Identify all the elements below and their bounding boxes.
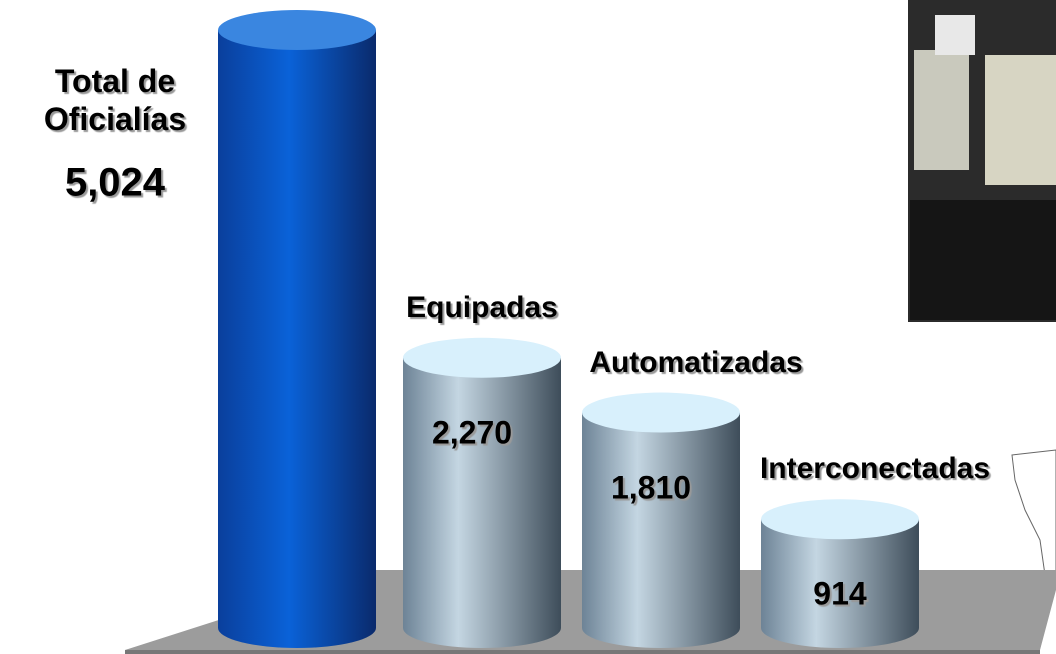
category-label: Interconectadas: [759, 452, 991, 486]
floor-edge: [125, 650, 1040, 654]
category-label: Equipadas: [406, 290, 558, 324]
cylinder: [582, 412, 740, 648]
value-label: 5,024: [64, 160, 166, 205]
map-outline: [1011, 449, 1056, 586]
value-label: 1,810: [610, 469, 692, 506]
cylinder-top: [761, 499, 919, 540]
cylinder-top: [218, 10, 376, 50]
cylinder-top: [403, 337, 561, 378]
photo: [908, 0, 1056, 322]
category-label: Automatizadas: [589, 345, 803, 379]
cylinder-top: [582, 392, 740, 433]
value-label: 914: [813, 575, 867, 612]
value-label: 2,270: [431, 414, 513, 451]
cylinder: [403, 357, 561, 648]
category-label: Total de Oficialías: [43, 63, 187, 137]
cylinder: [218, 30, 376, 648]
cylinder: [761, 519, 919, 648]
